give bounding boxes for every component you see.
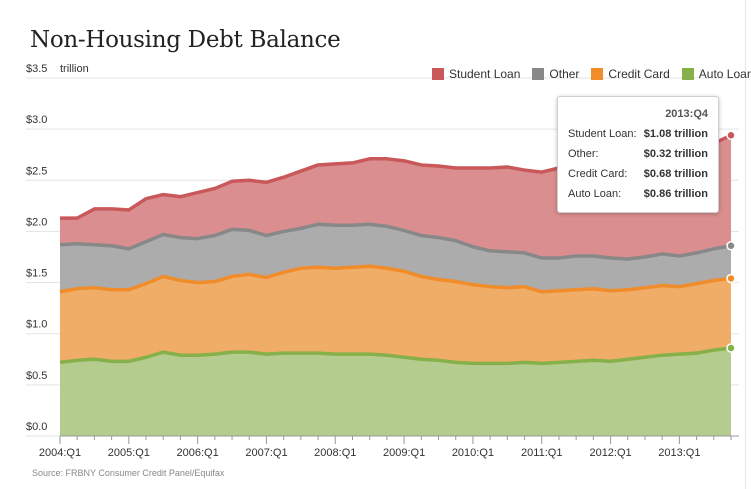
end-marker-auto-loan: [726, 343, 736, 353]
series-end-markers: [726, 130, 736, 353]
legend-swatch: [681, 68, 694, 80]
legend-item-credit-card[interactable]: Credit Card: [591, 67, 670, 81]
tooltip-row-other: Other: $0.32 trillion: [568, 148, 708, 162]
legend-label: Other: [549, 67, 580, 81]
legend-label: Credit Card: [608, 67, 670, 81]
chart-title: Non-Housing Debt Balance: [30, 27, 341, 53]
x-tick-label: 2006:Q1: [177, 447, 219, 459]
tooltip-value: $1.08 trillion: [643, 128, 708, 140]
end-marker-credit-card: [726, 273, 736, 284]
tooltip-label: Credit Card:: [568, 168, 628, 180]
legend-item-other[interactable]: Other: [532, 67, 579, 81]
y-tick-label: $3.5: [26, 63, 47, 75]
x-tick-label: 2009:Q1: [383, 447, 425, 459]
y-unit-label: trillion: [60, 63, 89, 75]
y-tick-label: $3.0: [26, 114, 47, 126]
tooltip-row-auto-loan: Auto Loan: $0.86 trillion: [568, 188, 708, 202]
area-other: [60, 224, 731, 292]
line-other: [59, 222, 732, 261]
tooltip-row-credit-card: Credit Card: $0.68 trillion: [568, 168, 708, 182]
x-tick-label: 2013:Q1: [658, 447, 700, 459]
legend: Student Loan Other Credit Card Auto Loan: [432, 67, 751, 81]
legend-swatch: [591, 68, 604, 80]
end-marker-other: [726, 240, 736, 251]
legend-label: Auto Loan: [698, 67, 751, 81]
y-tick-label: $2.0: [26, 216, 47, 228]
legend-swatch: [432, 68, 444, 80]
legend-label: Student Loan: [449, 67, 521, 81]
legend-item-auto-loan[interactable]: Auto Loan: [681, 67, 751, 81]
x-tick-label: 2011:Q1: [521, 447, 562, 459]
tooltip-value: $0.32 trillion: [643, 148, 708, 160]
legend-item-student-loan[interactable]: Student Loan: [432, 67, 520, 81]
axes: $0.0 $0.5 $1.0 $1.5 $2.0 $2.5 $3.0 $3.5 trillion…: [26, 63, 739, 459]
tooltip-row-student-loan: Student Loan: $1.08 trillion: [568, 128, 708, 142]
y-tick-label: $0.0: [26, 421, 47, 433]
tooltip-label: Auto Loan:: [568, 188, 622, 200]
y-tick-label: $1.0: [26, 319, 47, 331]
y-tick-label: $0.5: [26, 370, 47, 382]
x-tick-label: 2010:Q1: [452, 447, 494, 459]
line-auto-loan: [59, 346, 732, 366]
tooltip-period: 2013:Q4: [665, 108, 708, 120]
area-student-loan: [60, 135, 731, 260]
y-tick-label: $2.5: [26, 165, 47, 177]
source-note: Source: FRBNY Consumer Credit Panel/Equi…: [32, 468, 225, 478]
line-credit-card: [59, 264, 732, 294]
tooltip-value: $0.86 trillion: [643, 188, 708, 200]
x-tick-label: 2005:Q1: [108, 447, 150, 459]
area-auto-loan: [60, 348, 731, 436]
data-tooltip: 2013:Q4 Student Loan: $1.08 trillion Oth…: [557, 96, 719, 213]
x-tick-label: 2008:Q1: [314, 447, 356, 459]
y-tick-label: $1.5: [26, 268, 47, 280]
legend-swatch: [532, 68, 545, 80]
frame-border: [745, 0, 746, 489]
end-marker-student-loan: [726, 130, 736, 141]
x-tick-label: 2007:Q1: [245, 447, 287, 459]
tooltip-label: Student Loan:: [568, 128, 637, 140]
tooltip-value: $0.68 trillion: [643, 168, 708, 180]
x-tick-label: 2004:Q1: [39, 447, 81, 459]
tooltip-label: Other:: [568, 148, 599, 160]
x-tick-label: 2012:Q1: [589, 447, 631, 459]
